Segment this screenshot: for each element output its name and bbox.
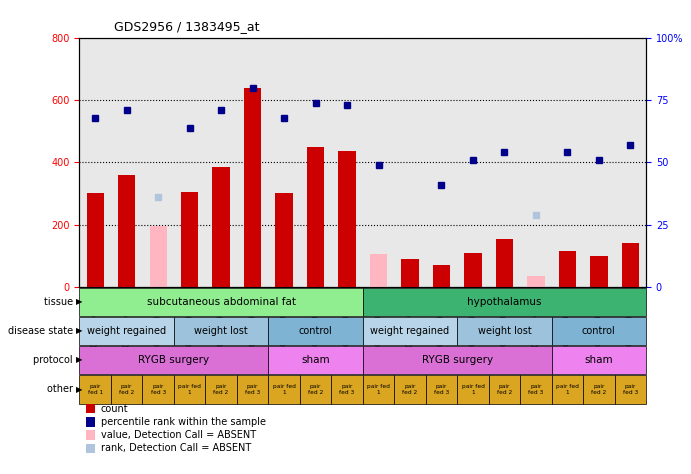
Text: ▶: ▶	[76, 356, 82, 364]
Text: protocol: protocol	[33, 355, 76, 365]
Bar	[401, 259, 419, 287]
Text: disease state: disease state	[8, 326, 76, 336]
Text: control: control	[582, 326, 616, 336]
Bar	[370, 254, 387, 287]
Bar	[495, 238, 513, 287]
Bar	[559, 251, 576, 287]
Text: RYGB surgery: RYGB surgery	[422, 355, 493, 365]
Text: pair fed
1: pair fed 1	[367, 384, 390, 395]
Bar	[212, 167, 230, 287]
Text: pair
fed 1: pair fed 1	[88, 384, 103, 395]
Text: sham: sham	[301, 355, 330, 365]
Text: control: control	[299, 326, 332, 336]
Bar	[276, 193, 293, 287]
Text: sham: sham	[585, 355, 613, 365]
Bar	[622, 243, 639, 287]
Text: pair fed
1: pair fed 1	[556, 384, 579, 395]
Text: value, Detection Call = ABSENT: value, Detection Call = ABSENT	[101, 430, 256, 440]
Bar	[433, 265, 450, 287]
Bar	[527, 276, 545, 287]
Bar	[307, 147, 324, 287]
Text: pair
fed 2: pair fed 2	[308, 384, 323, 395]
Bar	[118, 175, 135, 287]
Text: pair
fed 3: pair fed 3	[151, 384, 166, 395]
Text: pair fed
1: pair fed 1	[178, 384, 201, 395]
Text: pair
fed 2: pair fed 2	[402, 384, 417, 395]
Bar	[590, 255, 607, 287]
Text: subcutaneous abdominal fat: subcutaneous abdominal fat	[146, 297, 296, 307]
Bar	[181, 192, 198, 287]
Text: pair
fed 3: pair fed 3	[529, 384, 544, 395]
Text: ▶: ▶	[76, 298, 82, 306]
Bar	[86, 193, 104, 287]
Bar	[149, 226, 167, 287]
Text: pair
fed 2: pair fed 2	[119, 384, 134, 395]
Text: weight lost: weight lost	[194, 326, 248, 336]
Text: pair fed
1: pair fed 1	[462, 384, 484, 395]
Text: GDS2956 / 1383495_at: GDS2956 / 1383495_at	[114, 20, 260, 33]
Text: weight regained: weight regained	[370, 326, 450, 336]
Text: pair
fed 2: pair fed 2	[214, 384, 229, 395]
Text: pair
fed 2: pair fed 2	[497, 384, 512, 395]
Text: count: count	[101, 403, 129, 413]
Text: weight lost: weight lost	[477, 326, 531, 336]
Text: other: other	[47, 384, 76, 394]
Bar	[339, 152, 356, 287]
Text: ▶: ▶	[76, 327, 82, 335]
Text: RYGB surgery: RYGB surgery	[138, 355, 209, 365]
Text: pair
fed 2: pair fed 2	[591, 384, 607, 395]
Text: percentile rank within the sample: percentile rank within the sample	[101, 417, 266, 427]
Bar	[464, 253, 482, 287]
Text: weight regained: weight regained	[87, 326, 167, 336]
Text: ▶: ▶	[76, 385, 82, 394]
Text: pair
fed 3: pair fed 3	[245, 384, 261, 395]
Text: pair
fed 3: pair fed 3	[339, 384, 354, 395]
Text: pair
fed 3: pair fed 3	[434, 384, 449, 395]
Bar	[244, 88, 261, 287]
Text: rank, Detection Call = ABSENT: rank, Detection Call = ABSENT	[101, 443, 251, 453]
Text: pair
fed 3: pair fed 3	[623, 384, 638, 395]
Text: tissue: tissue	[44, 297, 76, 307]
Text: hypothalamus: hypothalamus	[467, 297, 542, 307]
Text: pair fed
1: pair fed 1	[273, 384, 296, 395]
